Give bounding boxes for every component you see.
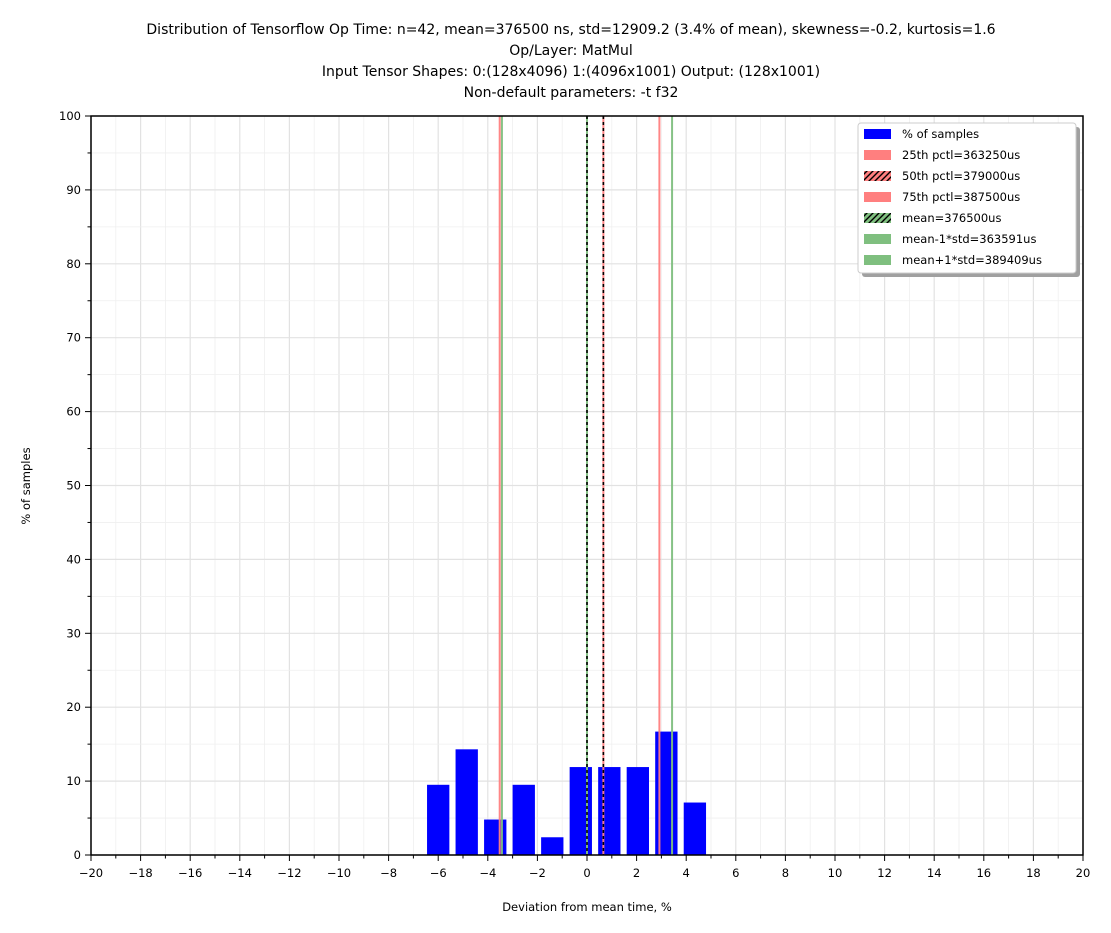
x-tick-labels: −20 −18 −16 −14 −12 −10 −8 −6 −4 −2 0 2 4 6 8 10 12 14 16 1… — [79, 866, 1090, 880]
y-tick-label: 80 — [66, 257, 81, 271]
x-tick-label: 6 — [732, 866, 739, 880]
x-tick-label: −4 — [479, 866, 496, 880]
x-tick-label: 4 — [683, 866, 690, 880]
y-tick-label: 30 — [66, 626, 81, 640]
chart-title-line-4: Non-default parameters: -t f32 — [464, 85, 679, 101]
x-tick-label: 14 — [927, 866, 942, 880]
y-tick-labels: 0 10 20 30 40 50 60 70 80 90 100 — [59, 109, 81, 862]
x-tick-label: −8 — [380, 866, 397, 880]
y-tick-label: 40 — [66, 552, 81, 566]
legend-swatch-hatch — [864, 171, 891, 181]
x-tick-label: 0 — [583, 866, 590, 880]
y-tick-label: 70 — [66, 331, 81, 345]
bar — [626, 767, 649, 855]
chart-title: Distribution of Tensorflow Op Time: n=42… — [146, 22, 995, 101]
y-tick-label: 60 — [66, 405, 81, 419]
bar — [541, 837, 564, 855]
y-tick-label: 90 — [66, 183, 81, 197]
legend-box — [857, 122, 1077, 274]
x-tick-label: 10 — [828, 866, 843, 880]
y-tick-label: 50 — [66, 479, 81, 493]
axis-ticks — [85, 115, 1084, 861]
bar — [512, 784, 535, 855]
y-tick-label: 20 — [66, 700, 81, 714]
x-tick-label: −2 — [529, 866, 546, 880]
chart-title-line-2: Op/Layer: MatMul — [509, 43, 633, 59]
x-tick-label: −10 — [327, 866, 351, 880]
y-tick-label: 0 — [74, 848, 81, 862]
bar — [598, 767, 621, 855]
y-axis-label: % of samples — [19, 447, 33, 524]
legend: % of samples 25th pctl=363250us 50th pctl=… — [857, 122, 1077, 274]
legend-label: % of samples — [902, 127, 979, 141]
legend-swatch — [864, 255, 891, 265]
x-tick-label: −6 — [430, 866, 447, 880]
chart-title-line-3: Input Tensor Shapes: 0:(128x4096) 1:(409… — [322, 64, 820, 80]
chart-title-line-1: Distribution of Tensorflow Op Time: n=42… — [146, 22, 995, 38]
legend-swatch — [864, 150, 891, 160]
x-tick-label: 12 — [877, 866, 892, 880]
bar — [569, 767, 592, 855]
reference-lines — [498, 116, 674, 855]
x-tick-label: 8 — [782, 866, 789, 880]
x-tick-label: −16 — [178, 866, 202, 880]
legend-swatch-hatch — [864, 213, 891, 223]
x-tick-label: 2 — [633, 866, 640, 880]
grid — [90, 115, 1084, 856]
bar — [683, 802, 707, 855]
y-tick-label: 10 — [66, 774, 81, 788]
x-tick-label: 20 — [1076, 866, 1091, 880]
legend-label: mean-1*std=363591us — [902, 232, 1036, 246]
x-tick-label: −20 — [79, 866, 103, 880]
legend-label: mean=376500us — [902, 211, 1001, 225]
x-tick-label: −18 — [128, 866, 152, 880]
legend-swatch — [864, 234, 891, 244]
bar — [427, 784, 450, 855]
bar — [455, 749, 478, 855]
y-tick-label: 100 — [59, 109, 81, 123]
bar — [484, 819, 507, 855]
x-tick-label: 16 — [976, 866, 991, 880]
legend-label: 75th pctl=387500us — [902, 190, 1020, 204]
bars — [427, 731, 707, 855]
x-tick-label: 18 — [1026, 866, 1041, 880]
legend-label: mean+1*std=389409us — [902, 253, 1042, 267]
legend-entries: % of samples 25th pctl=363250us 50th pctl=… — [864, 127, 1042, 267]
legend-label: 50th pctl=379000us — [902, 169, 1020, 183]
legend-swatch — [864, 192, 891, 202]
x-tick-label: −12 — [277, 866, 301, 880]
legend-label: 25th pctl=363250us — [902, 148, 1020, 162]
x-axis-label: Deviation from mean time, % — [502, 900, 672, 914]
x-tick-label: −14 — [228, 866, 252, 880]
legend-swatch — [864, 129, 891, 139]
